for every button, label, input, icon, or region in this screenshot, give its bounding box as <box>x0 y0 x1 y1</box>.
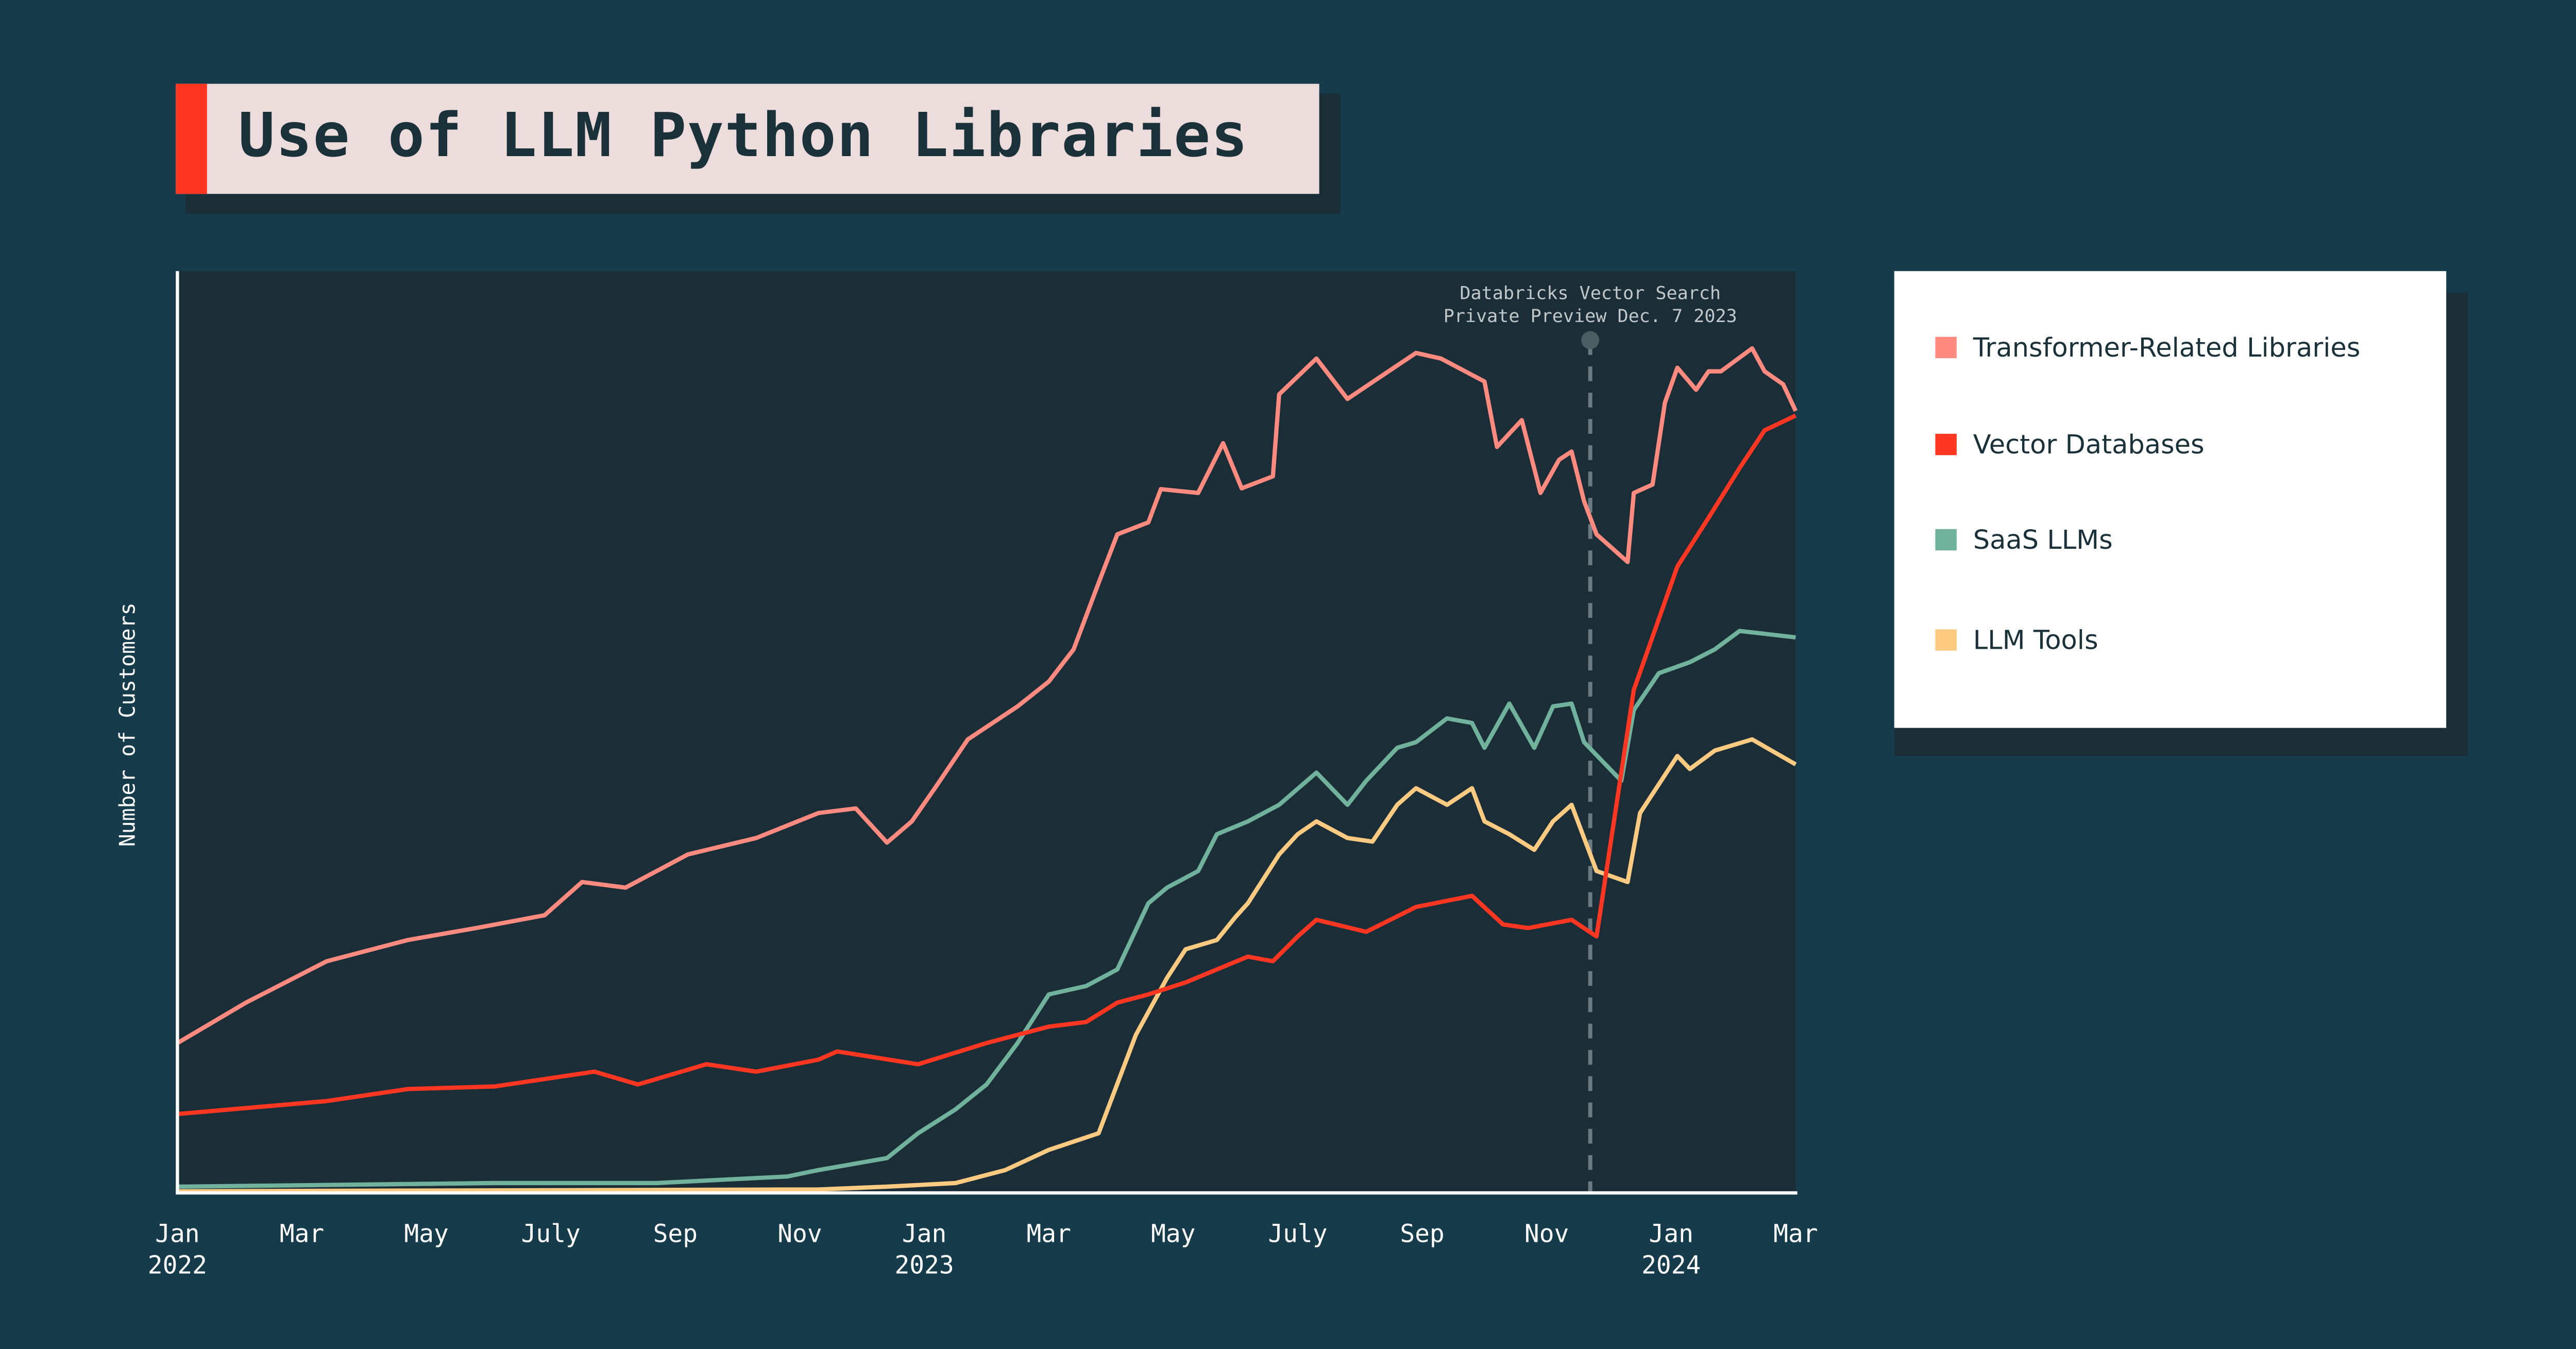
series-line-vector-databases <box>177 413 1797 1117</box>
series-lines <box>176 346 1798 1194</box>
chart-title: Use of LLM Python Libraries <box>238 100 1249 171</box>
x-tick-label: July <box>521 1220 581 1249</box>
x-tick-label: July <box>1268 1220 1327 1249</box>
legend-item-llm-tools: LLM Tools <box>1935 624 2098 656</box>
title-accent-bar <box>176 83 207 194</box>
series-line-transformer-related-libraries <box>176 346 1798 1045</box>
annotation-line1: Databricks Vector Search <box>1460 282 1721 303</box>
series-line-llm-tools <box>177 737 1797 1194</box>
legend-label: SaaS LLMs <box>1973 524 2113 555</box>
legend-swatch <box>1935 529 1957 551</box>
x-tick-year-label: 2023 <box>894 1251 954 1279</box>
title-banner: Use of LLM Python Libraries <box>176 83 1319 194</box>
plot-area <box>177 271 1796 1191</box>
x-tick-label: May <box>1151 1220 1195 1249</box>
x-tick-label: May <box>404 1220 448 1249</box>
x-tick-label: Mar <box>1773 1220 1818 1249</box>
y-axis-label: Number of Customers <box>115 602 140 847</box>
x-tick-label: Jan <box>155 1220 199 1249</box>
legend-swatch <box>1935 433 1957 456</box>
series-line-saas-llms <box>177 629 1796 1189</box>
legend-swatch <box>1935 629 1957 651</box>
legend-item-vector-db: Vector Databases <box>1935 429 2205 460</box>
legend-item-transformer: Transformer-Related Libraries <box>1935 332 2360 363</box>
x-tick-label: Mar <box>280 1220 324 1249</box>
x-tick-label: Nov <box>777 1220 822 1249</box>
legend: Transformer-Related Libraries Vector Dat… <box>1894 271 2447 728</box>
x-tick-label: Nov <box>1524 1220 1569 1249</box>
legend-label: Vector Databases <box>1973 429 2205 460</box>
x-tick-label: Sep <box>1400 1220 1444 1249</box>
x-tick-year-label: 2022 <box>148 1251 207 1279</box>
x-tick-label: Jan <box>1649 1220 1693 1249</box>
x-tick-label: Sep <box>653 1220 698 1249</box>
legend-label: LLM Tools <box>1973 624 2098 656</box>
legend-swatch <box>1935 336 1957 359</box>
annotation-dot <box>1581 331 1600 349</box>
annotation-line2: Private Preview Dec. 7 2023 <box>1444 306 1737 327</box>
annotation-group: Databricks Vector Search Private Preview… <box>1444 282 1737 1191</box>
x-tick-label: Mar <box>1026 1220 1071 1249</box>
x-tick-label: Jan <box>902 1220 946 1249</box>
x-tick-year-label: 2024 <box>1641 1251 1701 1279</box>
legend-label: Transformer-Related Libraries <box>1973 332 2361 363</box>
legend-item-saas-llms: SaaS LLMs <box>1935 524 2113 555</box>
